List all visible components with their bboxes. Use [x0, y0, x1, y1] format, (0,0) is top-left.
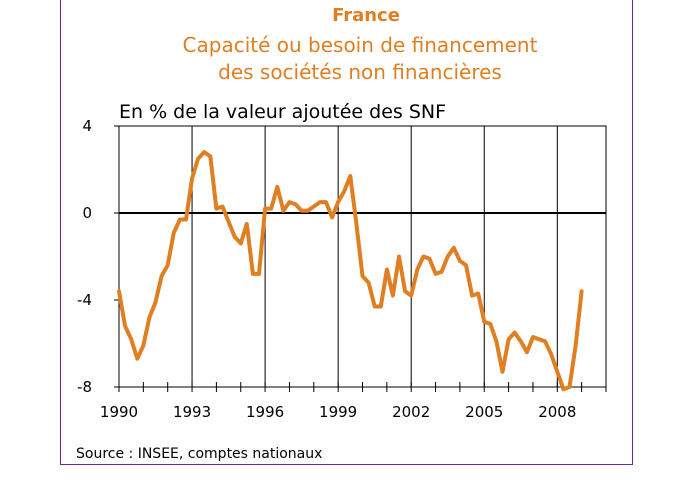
y-tick-label: 0: [82, 204, 92, 222]
x-tick-label: 1993: [173, 403, 211, 421]
chart-title: France: [332, 5, 400, 26]
x-axis-tick-labels: 1990 1993 1996 1999 2002 2005 2008: [100, 403, 576, 421]
x-tick-label: 2005: [465, 403, 503, 421]
series-line: [117, 150, 584, 392]
y-tick-label: -8: [77, 378, 92, 396]
y-tick-label: 4: [82, 117, 92, 135]
x-tick-label: 1996: [246, 403, 284, 421]
y-tick-label: -4: [77, 291, 92, 309]
grid: [191, 126, 558, 387]
y-axis-tick-labels: 4 0 -4 -8: [77, 117, 119, 396]
chart-subtitle-line-1: Capacité ou besoin de financement: [183, 33, 538, 57]
chart-frame: [60, 0, 633, 465]
y-axis-unit-label: En % de la valeur ajoutée des SNF: [119, 101, 446, 123]
x-tick-label: 1990: [100, 403, 138, 421]
x-tick-label: 2008: [538, 403, 576, 421]
chart-subtitle-line-2: des sociétés non financières: [218, 60, 502, 84]
x-tick-label: 2002: [392, 403, 430, 421]
source-note: Source : INSEE, comptes nationaux: [76, 446, 322, 462]
x-axis-ticks: [118, 382, 607, 392]
x-tick-label: 1999: [319, 403, 357, 421]
